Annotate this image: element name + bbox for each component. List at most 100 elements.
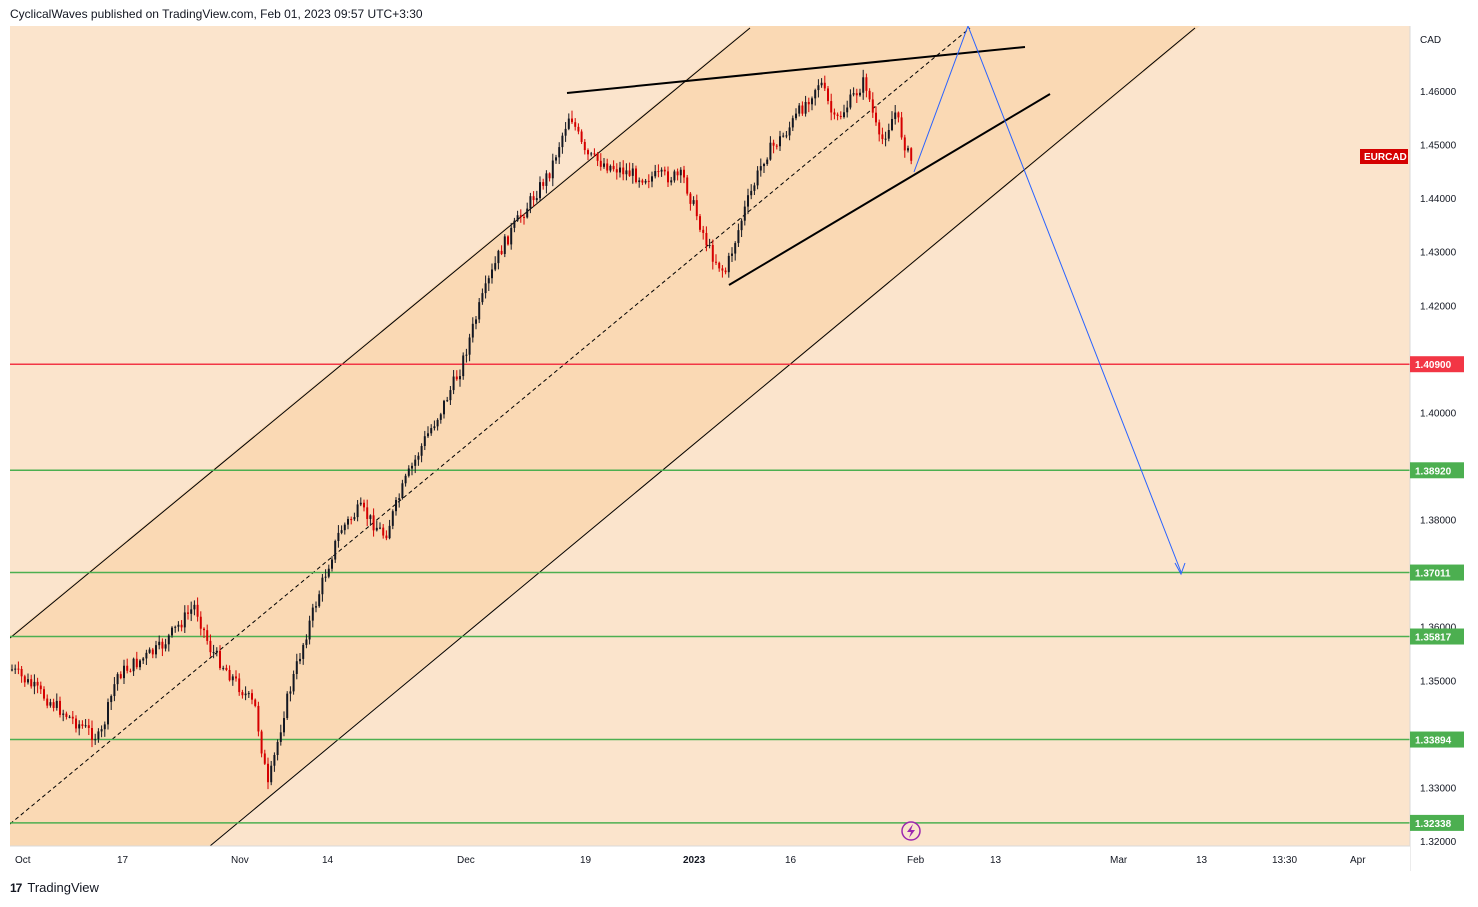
- candle-body: [756, 170, 759, 186]
- candle-body: [836, 114, 839, 116]
- candle-body: [267, 763, 269, 783]
- candle-body: [647, 180, 650, 182]
- candle-body: [385, 535, 388, 539]
- candle-body: [699, 216, 701, 230]
- time-tick-label: Oct: [15, 855, 31, 866]
- candle-body: [577, 126, 580, 132]
- time-tick-label: 2023: [683, 855, 706, 866]
- time-tick-label: 17: [117, 855, 129, 866]
- candle-body: [225, 667, 228, 671]
- candle-body: [558, 147, 561, 158]
- candle-body: [132, 658, 135, 672]
- candle-body: [254, 699, 257, 706]
- candle-body: [878, 122, 881, 135]
- price-candles: [11, 69, 913, 790]
- candle-body: [123, 665, 125, 679]
- candle-body: [372, 515, 375, 531]
- candle-body: [887, 130, 890, 139]
- candle-body: [177, 624, 180, 627]
- price-chart[interactable]: CAD 1.460001.450001.440001.430001.420001…: [10, 26, 1468, 871]
- currency-label: CAD: [1420, 35, 1441, 46]
- horizontal-levels: [10, 363, 1410, 824]
- candle-body: [491, 269, 493, 279]
- candle-body: [609, 165, 612, 171]
- candle-body: [388, 525, 391, 539]
- candle-body: [798, 105, 801, 114]
- candle-body: [526, 208, 529, 218]
- candle-body: [324, 576, 327, 578]
- candle-body: [894, 112, 897, 119]
- publisher-header: CyclicalWaves published on TradingView.c…: [10, 7, 423, 21]
- candle-body: [209, 640, 212, 653]
- candle-body: [27, 679, 29, 683]
- candle-body: [356, 504, 359, 518]
- candle-body: [548, 173, 551, 179]
- time-tick-label: Nov: [231, 855, 249, 866]
- candle-body: [868, 90, 871, 100]
- level-tag-label: 1.33894: [1415, 736, 1452, 747]
- candle-body: [65, 713, 68, 717]
- candle-body: [180, 624, 183, 628]
- footer-brand: TradingView: [27, 880, 99, 895]
- candle-body: [36, 681, 39, 686]
- candle-body: [542, 182, 545, 186]
- level-tag: [1410, 356, 1464, 373]
- candle-body: [763, 164, 765, 167]
- candle-body: [430, 428, 433, 434]
- candle-body: [724, 270, 727, 273]
- candle-body: [20, 668, 23, 677]
- candle-body: [279, 732, 282, 742]
- candle-body: [391, 511, 394, 526]
- candle-body: [244, 693, 247, 696]
- candle-body: [171, 627, 173, 636]
- candle-body: [107, 702, 109, 725]
- candle-body: [494, 263, 497, 270]
- candle-body: [791, 118, 794, 128]
- tradingview-logo-icon: 17: [10, 880, 22, 895]
- candle-body: [619, 167, 621, 173]
- candle-body: [382, 527, 385, 536]
- candle-body: [689, 193, 692, 204]
- candle-body: [219, 650, 221, 669]
- regression-channel: [10, 26, 1200, 846]
- candle-body: [833, 112, 836, 115]
- time-tick-label: 14: [322, 855, 334, 866]
- lightning-icon[interactable]: [901, 821, 921, 841]
- candle-body: [55, 700, 58, 708]
- candle-body: [612, 165, 615, 170]
- price-tick-label: 1.46000: [1420, 87, 1457, 98]
- candle-body: [871, 99, 874, 113]
- candle-body: [283, 718, 285, 733]
- candle-body: [78, 724, 81, 729]
- candle-body: [449, 390, 452, 401]
- candle-body: [94, 739, 97, 741]
- candle-body: [804, 101, 807, 114]
- candle-body: [843, 112, 845, 118]
- candle-body: [420, 446, 423, 456]
- candle-body: [529, 196, 532, 209]
- candle-body: [295, 661, 298, 674]
- candle-body: [516, 215, 519, 221]
- candle-body: [289, 691, 292, 694]
- candle-body: [353, 517, 356, 520]
- candle-body: [795, 113, 797, 119]
- candle-body: [884, 138, 887, 140]
- candle-body: [455, 376, 458, 380]
- candle-body: [766, 159, 769, 165]
- time-tick-label: 16: [785, 855, 797, 866]
- candle-body: [481, 293, 484, 303]
- candle-body: [139, 660, 141, 668]
- candle-body: [753, 185, 756, 191]
- price-tick-label: 1.33000: [1420, 783, 1457, 794]
- candle-body: [705, 232, 708, 246]
- candle-body: [347, 519, 349, 525]
- candle-body: [875, 112, 877, 123]
- channel-upper-line: [10, 27, 751, 639]
- level-tag-label: 1.35817: [1415, 633, 1452, 644]
- candle-body: [113, 684, 116, 697]
- candle-body: [84, 725, 87, 727]
- candle-body: [907, 148, 909, 151]
- candle-body: [263, 753, 266, 764]
- candle-body: [897, 112, 900, 118]
- candle-body: [785, 135, 788, 137]
